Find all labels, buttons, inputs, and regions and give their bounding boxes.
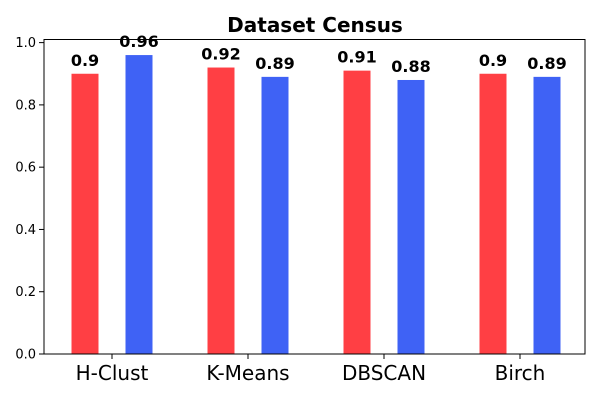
y-tick-label: 1.0: [15, 36, 36, 51]
data-label: 0.89: [255, 54, 294, 73]
y-tick-label: 0.2: [15, 285, 36, 300]
bars-group: [71, 55, 561, 355]
y-tick-label: 0.6: [15, 161, 36, 176]
chart-title: Dataset Census: [227, 13, 403, 37]
bar-series-1: [207, 67, 235, 354]
data-label: 0.91: [337, 48, 376, 67]
x-tick-label: H-Clust: [76, 361, 149, 385]
y-tick-label: 0.0: [15, 348, 36, 363]
x-tick-label: Birch: [495, 361, 546, 385]
data-label: 0.88: [391, 57, 430, 76]
bar-series-2: [397, 79, 425, 355]
y-tick-label: 0.8: [15, 98, 36, 113]
data-labels-group: 0.9 0.96 0.92 0.89 0.91 0.88 0.9 0.89: [71, 32, 567, 76]
data-label: 0.92: [201, 45, 240, 64]
data-label: 0.9: [479, 51, 507, 70]
data-label: 0.96: [119, 32, 158, 51]
bar-series-1: [71, 73, 99, 354]
data-label: 0.89: [527, 54, 566, 73]
y-axis: 0.0 0.2 0.4 0.6 0.8 1.0: [15, 36, 44, 363]
bar-series-2: [261, 76, 289, 354]
x-axis: H-Clust K-Means DBSCAN Birch: [76, 354, 546, 385]
bar-series-1: [479, 73, 507, 354]
data-label: 0.9: [71, 51, 99, 70]
bar-series-1: [343, 70, 371, 354]
plot-frame: [43, 39, 586, 355]
x-tick-label: K-Means: [206, 361, 289, 385]
x-tick-label: DBSCAN: [342, 361, 426, 385]
y-tick-label: 0.4: [15, 223, 36, 238]
bar-series-2: [125, 55, 153, 354]
bar-series-2: [533, 76, 561, 354]
